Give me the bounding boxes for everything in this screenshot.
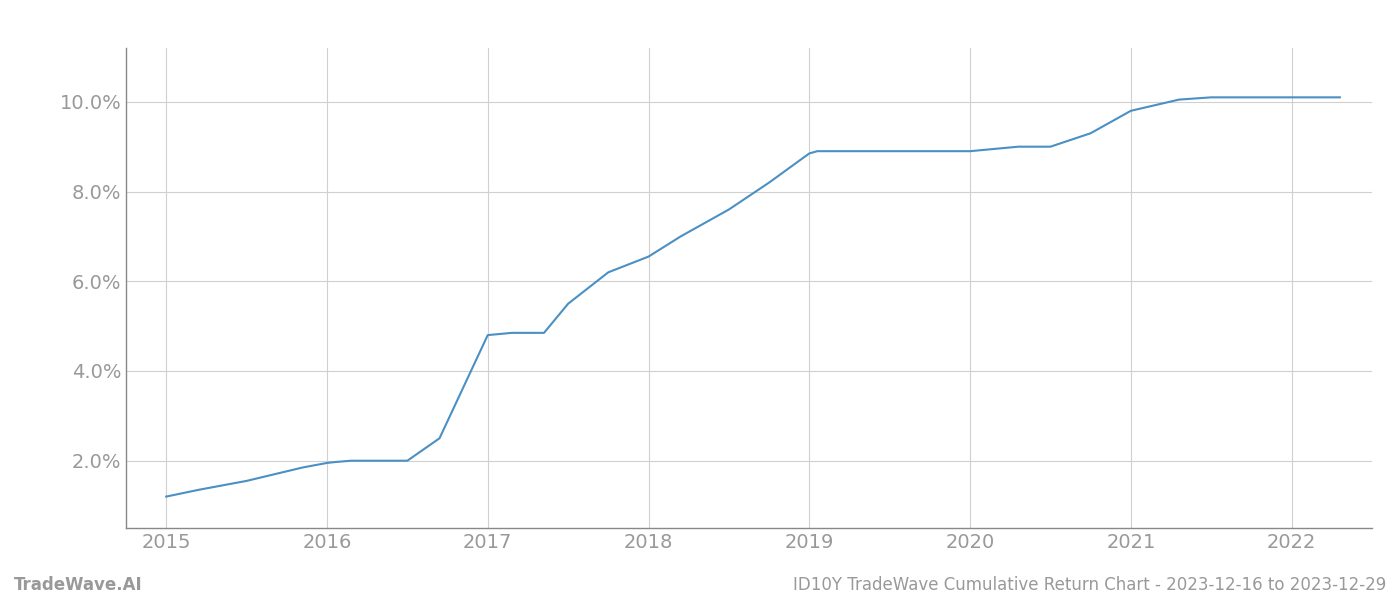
Text: ID10Y TradeWave Cumulative Return Chart - 2023-12-16 to 2023-12-29: ID10Y TradeWave Cumulative Return Chart …	[792, 576, 1386, 594]
Text: TradeWave.AI: TradeWave.AI	[14, 576, 143, 594]
